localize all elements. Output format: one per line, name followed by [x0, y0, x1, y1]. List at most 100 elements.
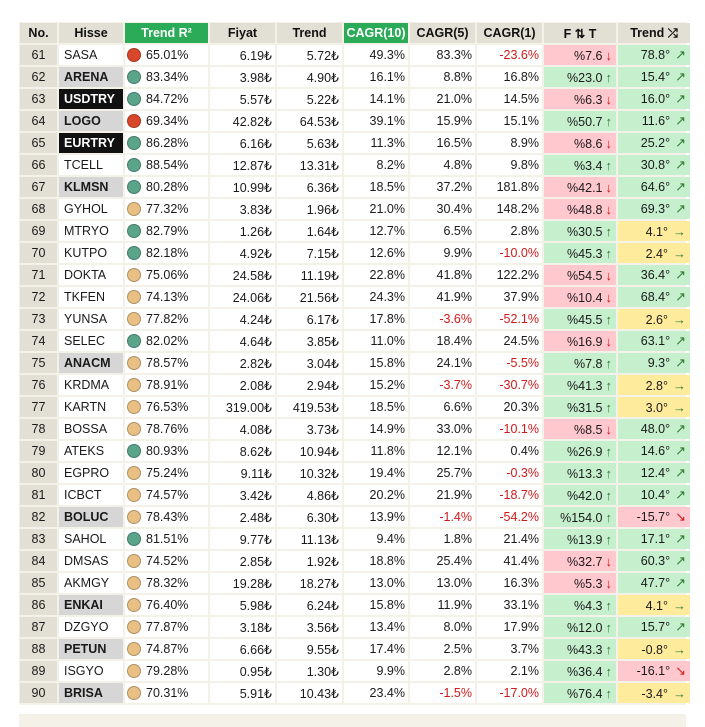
symbol-cell[interactable]: KRDMA	[59, 375, 123, 395]
row-number: 77	[20, 397, 57, 417]
arrow-right-icon: →	[673, 399, 686, 415]
ft-value: %41.3	[567, 378, 603, 393]
price-cell: 6.66₺	[210, 639, 275, 659]
col-header-trend[interactable]: Trend	[277, 23, 342, 43]
symbol-cell[interactable]: SASA	[59, 45, 123, 65]
symbol-cell[interactable]: LOGO	[59, 111, 123, 131]
symbol-label: KRDMA	[64, 378, 110, 392]
table-row[interactable]: 84 DMSAS 74.52% 2.85₺ 1.92₺ 18.8% 25.4% 41.4% %3…	[20, 551, 690, 571]
symbol-cell[interactable]: KLMSN	[59, 177, 123, 197]
symbol-cell[interactable]: GYHOL	[59, 199, 123, 219]
table-row[interactable]: 90 BRISA 70.31% 5.91₺ 10.43₺ 23.4% -1.5% -17.0%…	[20, 683, 690, 703]
ft-cell: %42.1 ↓	[544, 177, 616, 197]
table-row[interactable]: 89 ISGYO 79.28% 0.95₺ 1.30₺ 9.9% 2.8% 2.1% %36.4…	[20, 661, 690, 681]
symbol-cell[interactable]: DMSAS	[59, 551, 123, 571]
symbol-label: ICBCT	[64, 488, 102, 502]
symbol-cell[interactable]: ISGYO	[59, 661, 123, 681]
symbol-cell[interactable]: EURTRY	[59, 133, 123, 153]
col-header-cagr10[interactable]: CAGR(10)	[344, 23, 408, 43]
symbol-cell[interactable]: YUNSA	[59, 309, 123, 329]
symbol-cell[interactable]: TCELL	[59, 155, 123, 175]
col-header-fiyat[interactable]: Fiyat	[210, 23, 275, 43]
symbol-cell[interactable]: PETUN	[59, 639, 123, 659]
r2-status-dot-icon	[127, 202, 141, 216]
row-number: 83	[20, 529, 57, 549]
table-row[interactable]: 83 SAHOL 81.51% 9.77₺ 11.13₺ 9.4% 1.8% 21.4% %13…	[20, 529, 690, 549]
table-row[interactable]: 70 KUTPO 82.18% 4.92₺ 7.15₺ 12.6% 9.9% -10.0% %4…	[20, 243, 690, 263]
col-header-cagr1[interactable]: CAGR(1)	[477, 23, 542, 43]
symbol-cell[interactable]: ICBCT	[59, 485, 123, 505]
symbol-cell[interactable]: AKMGY	[59, 573, 123, 593]
symbol-cell[interactable]: ARENA	[59, 67, 123, 87]
symbol-cell[interactable]: SELEC	[59, 331, 123, 351]
ft-cell: %8.6 ↓	[544, 133, 616, 153]
symbol-cell[interactable]: ENKAI	[59, 595, 123, 615]
table-row[interactable]: 68 GYHOL 77.32% 3.83₺ 1.96₺ 21.0% 30.4% 148.2%%…	[20, 199, 690, 219]
table-row[interactable]: 73 YUNSA 77.82% 4.24₺ 6.17₺ 17.8% -3.6% -52.1%%…	[20, 309, 690, 329]
table-row[interactable]: 86 ENKAI 76.40% 5.98₺ 6.24₺ 15.8% 11.9% 33.1% %4…	[20, 595, 690, 615]
row-number: 76	[20, 375, 57, 395]
symbol-cell[interactable]: SAHOL	[59, 529, 123, 549]
r2-value: 80.93%	[146, 444, 189, 458]
col-header-ft[interactable]: F ⇅ T	[544, 23, 616, 43]
col-header-trend-dir[interactable]: Trend ⤮	[618, 23, 690, 43]
symbol-cell[interactable]: DOKTA	[59, 265, 123, 285]
table-row[interactable]: 66 TCELL 88.54% 12.87₺ 13.31₺ 8.2% 4.8% 9.8% %3.…	[20, 155, 690, 175]
symbol-cell[interactable]: BRISA	[59, 683, 123, 703]
col-header-cagr5[interactable]: CAGR(5)	[410, 23, 475, 43]
trend-r2-cell: 82.79%	[125, 221, 208, 241]
table-row[interactable]: 74 SELEC 82.02% 4.64₺ 3.85₺ 11.0% 18.4% 24.5% %1…	[20, 331, 690, 351]
trend-direction-cell: 78.8° ↗	[618, 45, 690, 65]
cagr10-cell: 15.8%	[344, 353, 408, 373]
price-cell: 12.87₺	[210, 155, 275, 175]
table-row[interactable]: 85 AKMGY 78.32% 19.28₺ 18.27₺ 13.0% 13.0% 16.3%…	[20, 573, 690, 593]
trend-direction-cell: 69.3° ↗	[618, 199, 690, 219]
ft-value: %3.4	[574, 158, 603, 173]
symbol-cell[interactable]: ANACM	[59, 353, 123, 373]
table-row[interactable]: 64 LOGO 69.34% 42.82₺ 64.53₺ 39.1% 15.9% 15.1%%…	[20, 111, 690, 131]
table-row[interactable]: 62 ARENA 83.34% 3.98₺ 4.90₺ 16.1% 8.8% 16.8% %23…	[20, 67, 690, 87]
cagr10-cell: 9.4%	[344, 529, 408, 549]
col-header-trend-r2[interactable]: Trend R²	[125, 23, 208, 43]
trend-r2-cell: 80.93%	[125, 441, 208, 461]
table-row[interactable]: 81 ICBCT 74.57% 3.42₺ 4.86₺ 20.2% 21.9% -18.7%%…	[20, 485, 690, 505]
symbol-cell[interactable]: KARTN	[59, 397, 123, 417]
symbol-cell[interactable]: ATEKS	[59, 441, 123, 461]
symbol-cell[interactable]: BOSSA	[59, 419, 123, 439]
col-header-hisse[interactable]: Hisse	[59, 23, 123, 43]
table-row[interactable]: 87 DZGYO 77.87% 3.18₺ 3.56₺ 13.4% 8.0% 17.9% %12…	[20, 617, 690, 637]
table-row[interactable]: 79 ATEKS 80.93% 8.62₺ 10.94₺ 11.8% 12.1% 0.4% %2…	[20, 441, 690, 461]
ft-cell: %23.0 ↑	[544, 67, 616, 87]
symbol-cell[interactable]: USDTRY	[59, 89, 123, 109]
table-row[interactable]: 63 USDTRY 84.72% 5.57₺ 5.22₺ 14.1% 21.0% 14.5%%…	[20, 89, 690, 109]
symbol-cell[interactable]: DZGYO	[59, 617, 123, 637]
r2-status-dot-icon	[127, 532, 141, 546]
symbol-cell[interactable]: KUTPO	[59, 243, 123, 263]
table-row[interactable]: 69 MTRYO 82.79% 1.26₺ 1.64₺ 12.7% 6.5% 2.8% %30.…	[20, 221, 690, 241]
trend-r2-cell: 86.28%	[125, 133, 208, 153]
symbol-label: ENKAI	[64, 598, 103, 612]
table-row[interactable]: 72 TKFEN 74.13% 24.06₺ 21.56₺ 24.3% 41.9% 37.9%…	[20, 287, 690, 307]
symbol-cell[interactable]: MTRYO	[59, 221, 123, 241]
row-number: 84	[20, 551, 57, 571]
table-row[interactable]: 88 PETUN 74.87% 6.66₺ 9.55₺ 17.4% 2.5% 3.7% %43.…	[20, 639, 690, 659]
table-row[interactable]: 75 ANACM 78.57% 2.82₺ 3.04₺ 15.8% 24.1% -5.5% %7…	[20, 353, 690, 373]
table-row[interactable]: 78 BOSSA 78.76% 4.08₺ 3.73₺ 14.9% 33.0% -10.1%%…	[20, 419, 690, 439]
ft-value: %36.4	[567, 664, 603, 679]
symbol-label: AKMGY	[64, 576, 110, 590]
cagr10-cell: 9.9%	[344, 661, 408, 681]
symbol-cell[interactable]: EGPRO	[59, 463, 123, 483]
table-row[interactable]: 76 KRDMA 78.91% 2.08₺ 2.94₺ 15.2% -3.7% -30.7%%…	[20, 375, 690, 395]
table-row[interactable]: 61 SASA 65.01% 6.19₺ 5.72₺ 49.3% 83.3% -23.6% %7…	[20, 45, 690, 65]
table-row[interactable]: 82 BOLUC 78.43% 2.48₺ 6.30₺ 13.9% -1.4% -54.2%%…	[20, 507, 690, 527]
table-row[interactable]: 80 EGPRO 75.24% 9.11₺ 10.32₺ 19.4% 25.7% -0.3%%…	[20, 463, 690, 483]
symbol-cell[interactable]: BOLUC	[59, 507, 123, 527]
symbol-cell[interactable]: TKFEN	[59, 287, 123, 307]
table-row[interactable]: 77 KARTN 76.53% 319.00₺ 419.53₺ 18.5% 6.6% 20.3…	[20, 397, 690, 417]
table-row[interactable]: 67 KLMSN 80.28% 10.99₺ 6.36₺ 18.5% 37.2% 181.8%…	[20, 177, 690, 197]
arrow-right-icon: →	[673, 685, 686, 701]
trend-angle-value: 48.0°	[640, 422, 671, 436]
table-row[interactable]: 65 EURTRY 86.28% 6.16₺ 5.63₺ 11.3% 16.5% 8.9% %8…	[20, 133, 690, 153]
col-header-no[interactable]: No.	[20, 23, 57, 43]
table-row[interactable]: 71 DOKTA 75.06% 24.58₺ 11.19₺ 22.8% 41.8% 122.2…	[20, 265, 690, 285]
